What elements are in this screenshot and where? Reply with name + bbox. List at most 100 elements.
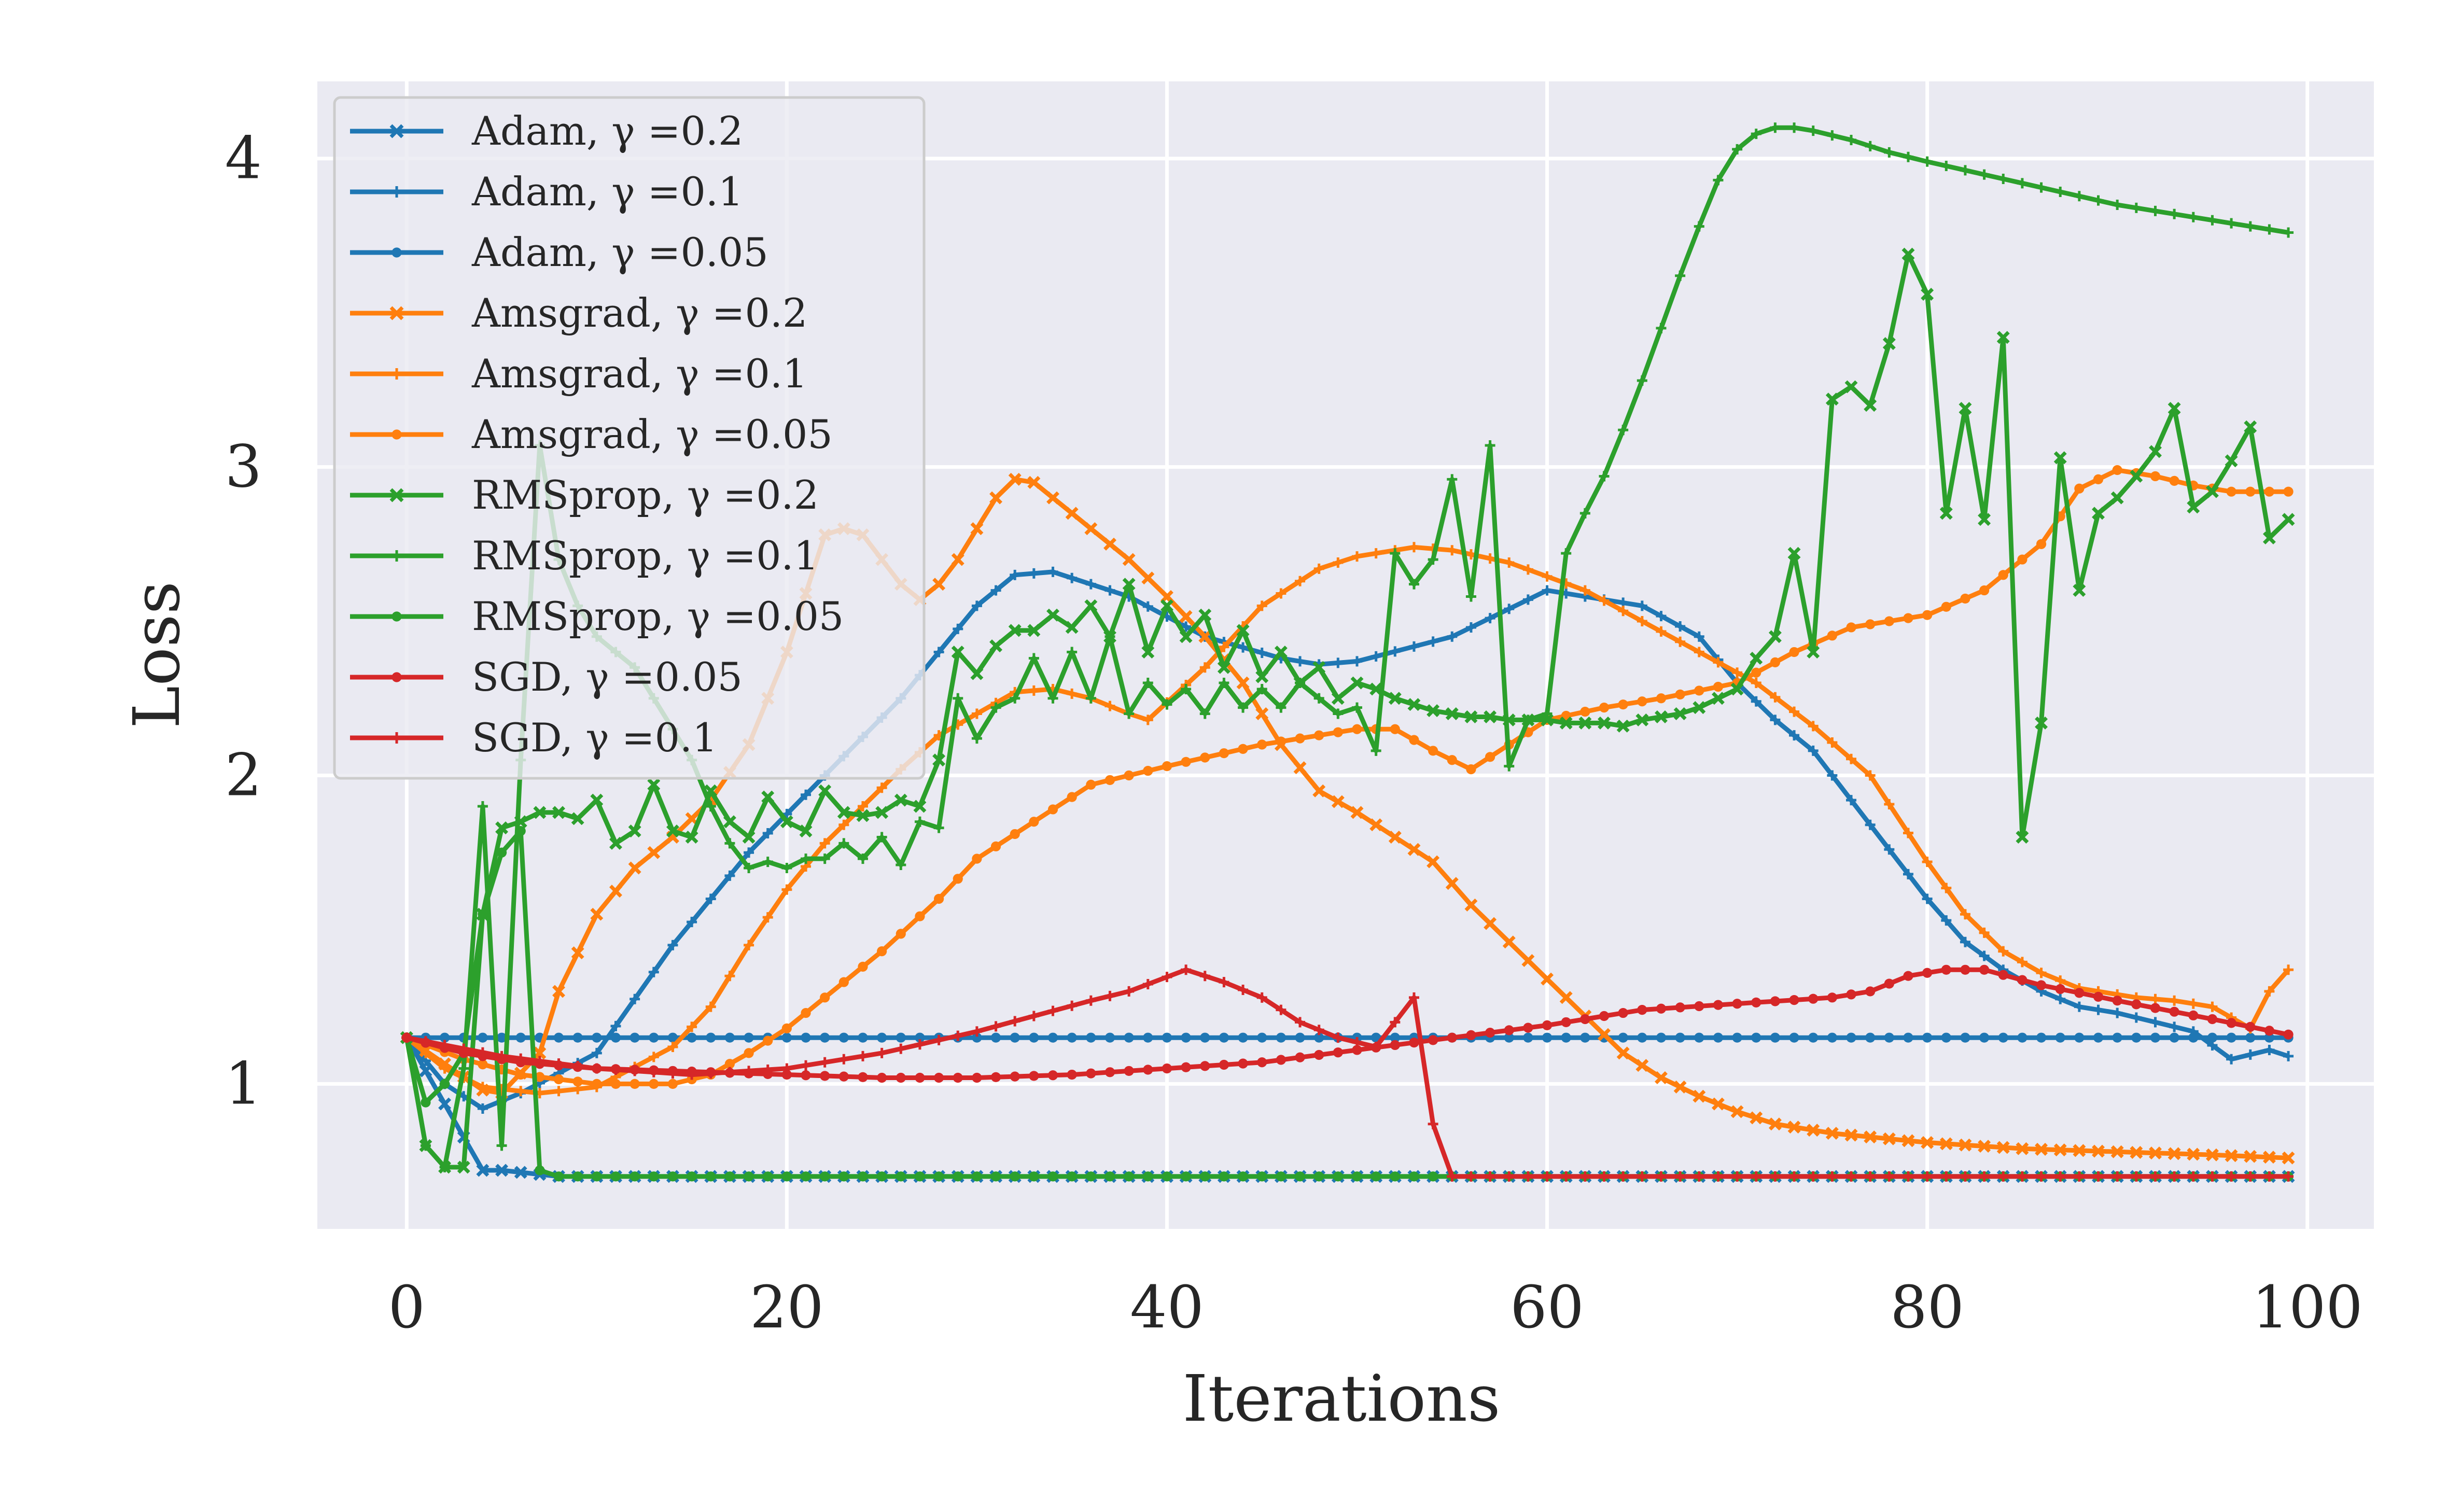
data-point <box>2205 1148 2219 1161</box>
data-point <box>1084 599 1098 612</box>
data-point <box>1445 877 1459 890</box>
data-point <box>1238 1171 1248 1182</box>
data-point <box>705 1068 716 1079</box>
data-point <box>1428 1035 1438 1045</box>
data-point <box>781 1171 792 1182</box>
data-point <box>1047 1171 1058 1182</box>
data-point <box>1903 828 1913 838</box>
data-point <box>1428 1118 1438 1129</box>
data-point <box>838 1071 849 1082</box>
data-point <box>2130 469 2143 483</box>
data-point <box>1181 964 1192 975</box>
data-point <box>1656 1032 1667 1043</box>
data-point <box>1787 1121 1801 1134</box>
data-point <box>2169 1021 2180 1032</box>
data-point <box>971 600 982 611</box>
data-point <box>2264 1044 2275 1055</box>
data-point <box>2150 471 2161 482</box>
data-point <box>1162 1063 1172 1074</box>
data-point <box>2055 186 2066 197</box>
data-point <box>1407 843 1421 856</box>
data-point <box>1408 579 1419 590</box>
data-point <box>1637 600 1647 611</box>
data-point <box>1808 1032 1819 1043</box>
y-tick-labels: 1 2 3 4 <box>225 125 262 1118</box>
legend-marker <box>391 732 402 744</box>
data-point <box>2226 1018 2236 1028</box>
data-point <box>953 1072 963 1083</box>
data-point <box>1675 270 1686 281</box>
data-point <box>989 639 1003 653</box>
data-point <box>666 824 679 838</box>
data-point <box>762 828 773 839</box>
data-point <box>1521 954 1535 967</box>
data-point <box>515 1086 526 1097</box>
data-point <box>439 1162 450 1173</box>
data-point <box>1313 1025 1324 1035</box>
data-point <box>1067 572 1078 583</box>
data-point <box>1124 708 1135 719</box>
data-point <box>1504 761 1515 772</box>
data-point <box>2150 1003 2161 1013</box>
data-point <box>1922 610 1933 620</box>
data-point <box>1428 746 1438 756</box>
legend-entry: Adam, γ =0.1 <box>350 169 743 215</box>
data-point <box>953 693 963 704</box>
data-point <box>1085 693 1096 704</box>
data-point <box>915 911 925 921</box>
data-point <box>1846 622 1856 633</box>
data-point <box>1333 727 1343 737</box>
legend-entry: RMSprop, γ =0.1 <box>350 533 819 579</box>
data-point <box>837 806 850 819</box>
data-point <box>2074 1171 2085 1182</box>
data-point <box>1579 1171 1590 1182</box>
data-point <box>1219 641 1229 652</box>
data-point <box>1522 1171 1533 1182</box>
data-point <box>1865 1171 1876 1182</box>
data-point <box>1333 1171 1343 1182</box>
data-point <box>838 1054 849 1065</box>
series-adam <box>401 566 2294 1114</box>
data-point <box>1960 593 1970 604</box>
data-point <box>706 1032 716 1043</box>
data-point <box>1276 702 1287 713</box>
data-point <box>1654 1071 1668 1084</box>
data-point <box>1200 1061 1210 1071</box>
data-point <box>990 1032 1001 1043</box>
data-point <box>1219 1171 1229 1182</box>
data-point <box>1333 557 1344 568</box>
data-point <box>534 1056 545 1067</box>
data-point <box>1827 1032 1837 1043</box>
data-point <box>2150 205 2161 216</box>
data-point <box>2016 831 2029 844</box>
data-point <box>592 1171 602 1182</box>
data-point <box>1238 702 1249 713</box>
data-point <box>838 1032 849 1043</box>
data-point <box>1618 1171 1629 1182</box>
data-point <box>1124 1066 1134 1076</box>
series-line <box>404 569 2289 1111</box>
data-point <box>1028 685 1039 696</box>
data-point <box>896 929 906 939</box>
data-point <box>2055 975 2066 986</box>
data-point <box>1825 393 1839 406</box>
data-point <box>1939 1137 1953 1151</box>
data-point <box>1409 1038 1419 1048</box>
data-point <box>439 1032 450 1043</box>
data-point <box>1807 1124 1820 1137</box>
data-point <box>971 733 982 744</box>
data-point <box>1979 1171 1990 1182</box>
data-point <box>1369 818 1383 832</box>
data-point <box>2244 1150 2257 1163</box>
data-point <box>1522 715 1533 725</box>
data-point <box>1312 661 1326 674</box>
data-point <box>1008 624 1022 637</box>
data-point <box>1618 1032 1628 1043</box>
data-point <box>1941 964 1951 975</box>
data-point <box>1901 1134 1915 1147</box>
data-point <box>1390 1171 1400 1182</box>
data-point <box>2150 1032 2161 1043</box>
data-point <box>1065 507 1079 520</box>
data-point <box>724 1059 735 1069</box>
